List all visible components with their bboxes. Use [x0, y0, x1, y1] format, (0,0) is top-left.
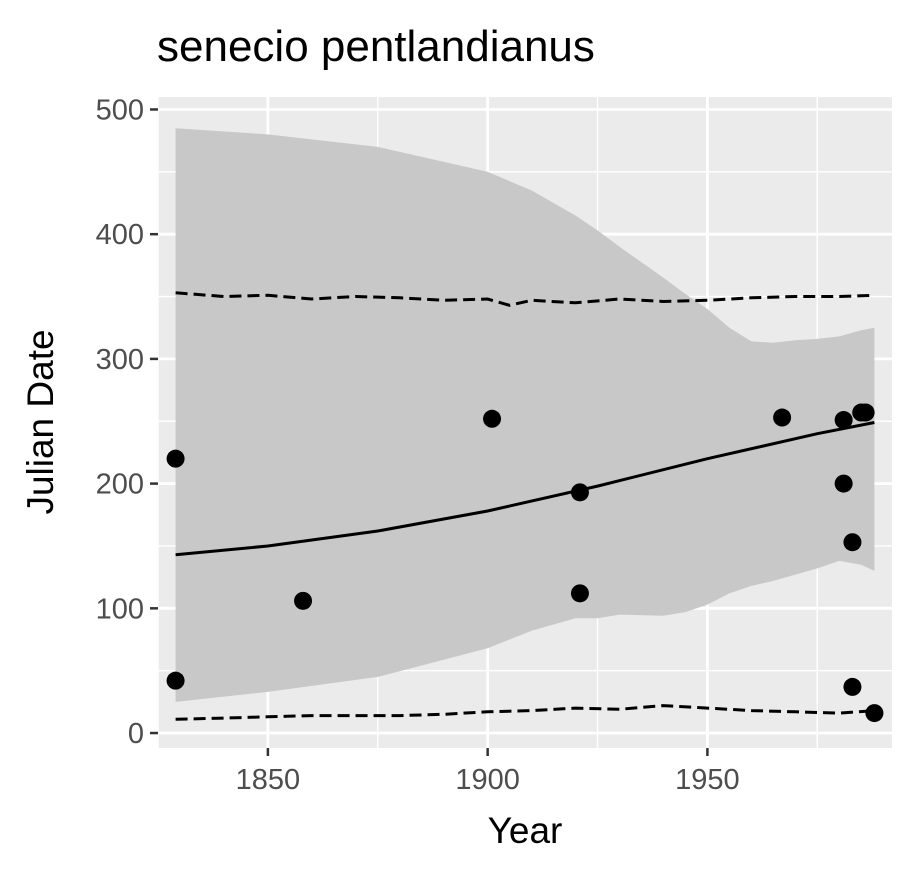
confidence-ribbon: [175, 128, 875, 702]
y-tick-label: 400: [96, 219, 144, 251]
data-point: [834, 411, 853, 430]
y-tick-label: 0: [128, 718, 144, 750]
y-tick-label: 500: [96, 94, 144, 126]
data-points: [166, 403, 884, 723]
trend-line: [175, 421, 875, 557]
data-point: [865, 704, 884, 723]
upper-quantile-line: [175, 291, 875, 307]
x-tick-label: 1950: [675, 764, 740, 796]
data-point: [834, 474, 853, 493]
data-point: [570, 584, 589, 603]
chart-title: senecio pentlandianus: [157, 22, 595, 71]
data-point: [166, 671, 185, 690]
y-axis-label: Julian Date: [20, 329, 61, 514]
data-point: [843, 533, 862, 552]
data-point: [856, 403, 875, 422]
data-point: [570, 483, 589, 502]
y-tick-label: 100: [96, 593, 144, 625]
data-point: [843, 677, 862, 696]
data-point: [773, 408, 792, 427]
data-point: [294, 591, 313, 610]
x-tick-label: 1850: [236, 764, 301, 796]
x-axis-ticks: 1850 1900 1950: [236, 748, 740, 796]
x-tick-label: 1900: [455, 764, 520, 796]
y-tick-label: 300: [96, 344, 144, 376]
y-axis-ticks: 0 100 200 300 400 500: [96, 94, 158, 750]
data-point: [166, 449, 185, 468]
data-point: [483, 409, 502, 428]
y-tick-label: 200: [96, 469, 144, 501]
x-axis-label: Year: [488, 810, 563, 851]
